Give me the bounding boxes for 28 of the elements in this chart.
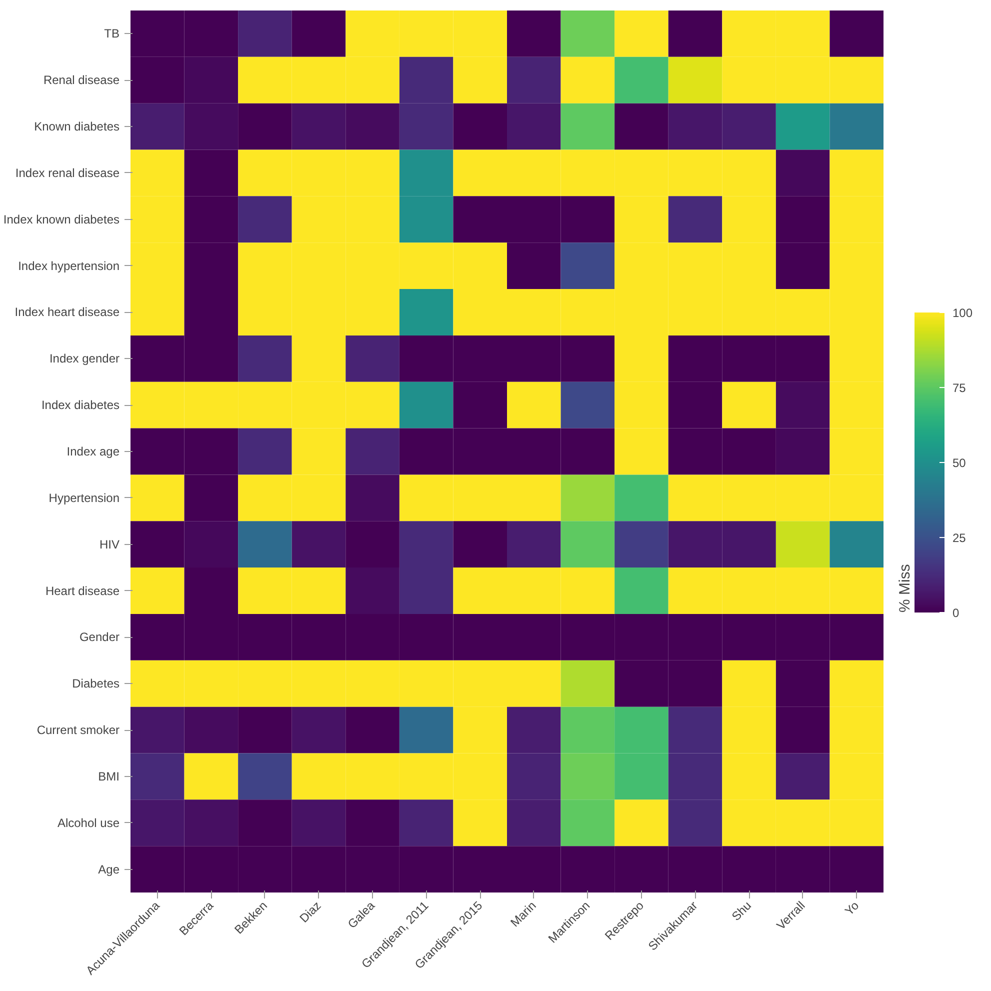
y-tick-label: Index hypertension [18,258,120,273]
color-bar-label: 0 [952,606,960,620]
y-tick-label: Index renal disease [15,166,120,180]
color-bar-label: 50 [952,456,966,470]
y-tick-label: Alcohol use [57,816,120,830]
y-tick-label: Current smoker [36,723,120,738]
x-tick-label: Shu [728,898,754,924]
y-tick-label: Known diabetes [34,120,120,134]
y-tick-label: Renal disease [43,73,120,88]
y-tick-label: HIV [99,537,120,552]
color-bar-label: 75 [952,381,966,395]
y-tick-label: Gender [79,630,120,644]
y-tick-label: Index gender [49,352,120,366]
y-tick-label: Index age [66,444,120,458]
y-tick-label: BMI [98,769,120,784]
y-tick-label: Index diabetes [41,398,120,412]
x-tick-label: Diaz [296,898,324,926]
color-bar-label: 25 [952,531,966,545]
y-tick-label: Diabetes [72,676,120,691]
y-tick-label: Hypertension [48,490,120,505]
color-bar-title: % Miss [896,564,914,612]
y-tick-label: Heart disease [45,584,120,598]
y-tick-label: Age [98,862,120,876]
y-tick-label: Index known diabetes [3,212,120,226]
y-tick-label: Index heart disease [14,305,120,320]
y-tick-label: TB [104,26,120,41]
color-bar-label: 100 [952,306,973,320]
x-tick-label: Yo [842,898,862,918]
